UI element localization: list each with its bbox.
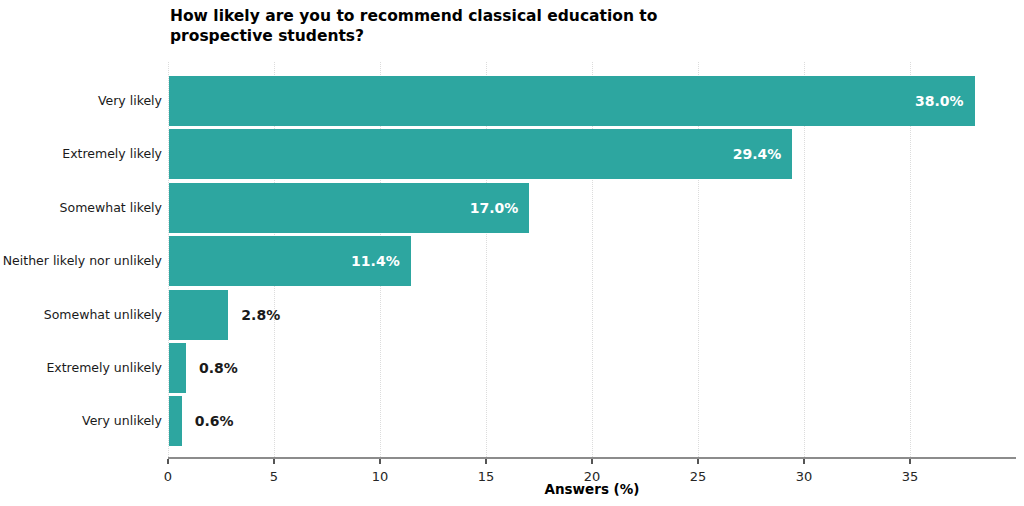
x-tick-label-0: 0 bbox=[164, 469, 172, 484]
x-tick-label-15: 15 bbox=[478, 469, 495, 484]
chart-title-line-1: How likely are you to recommend classica… bbox=[170, 6, 657, 26]
category-label: Extremely unlikely bbox=[46, 343, 162, 393]
bar bbox=[169, 396, 182, 446]
x-tick-mark-35 bbox=[909, 459, 911, 464]
x-tick-mark-30 bbox=[803, 459, 805, 464]
x-tick-mark-20 bbox=[591, 459, 593, 464]
x-tick-mark-25 bbox=[697, 459, 699, 464]
bar-value-label: 17.0% bbox=[470, 183, 519, 233]
x-tick-mark-5 bbox=[273, 459, 275, 464]
bar bbox=[169, 129, 792, 179]
bar-chart: How likely are you to recommend classica… bbox=[0, 0, 1024, 506]
category-label: Very likely bbox=[98, 76, 162, 126]
chart-title-line-2: prospective students? bbox=[170, 26, 657, 46]
bar bbox=[169, 76, 975, 126]
category-label: Somewhat unlikely bbox=[44, 290, 162, 340]
bar-value-label: 38.0% bbox=[915, 76, 964, 126]
x-tick-label-25: 25 bbox=[690, 469, 707, 484]
bar bbox=[169, 290, 228, 340]
category-label: Somewhat likely bbox=[60, 183, 162, 233]
x-tick-mark-15 bbox=[485, 459, 487, 464]
category-label: Extremely likely bbox=[62, 129, 162, 179]
x-tick-label-10: 10 bbox=[372, 469, 389, 484]
category-label: Neither likely nor unlikely bbox=[3, 236, 162, 286]
bar bbox=[169, 343, 186, 393]
bar-value-label: 2.8% bbox=[241, 290, 280, 340]
bar-value-label: 0.6% bbox=[195, 396, 234, 446]
bar-value-label: 0.8% bbox=[199, 343, 238, 393]
plot-area: 0510152025303538.0%29.4%17.0%11.4%2.8%0.… bbox=[168, 62, 1016, 459]
x-axis-label: Answers (%) bbox=[545, 481, 640, 497]
chart-title: How likely are you to recommend classica… bbox=[170, 6, 657, 47]
bar-value-label: 29.4% bbox=[733, 129, 782, 179]
x-tick-label-35: 35 bbox=[902, 469, 919, 484]
x-tick-mark-10 bbox=[379, 459, 381, 464]
category-label: Very unlikely bbox=[82, 396, 162, 446]
x-tick-mark-0 bbox=[167, 459, 169, 464]
x-tick-label-5: 5 bbox=[270, 469, 278, 484]
bar-value-label: 11.4% bbox=[351, 236, 400, 286]
x-tick-label-30: 30 bbox=[796, 469, 813, 484]
